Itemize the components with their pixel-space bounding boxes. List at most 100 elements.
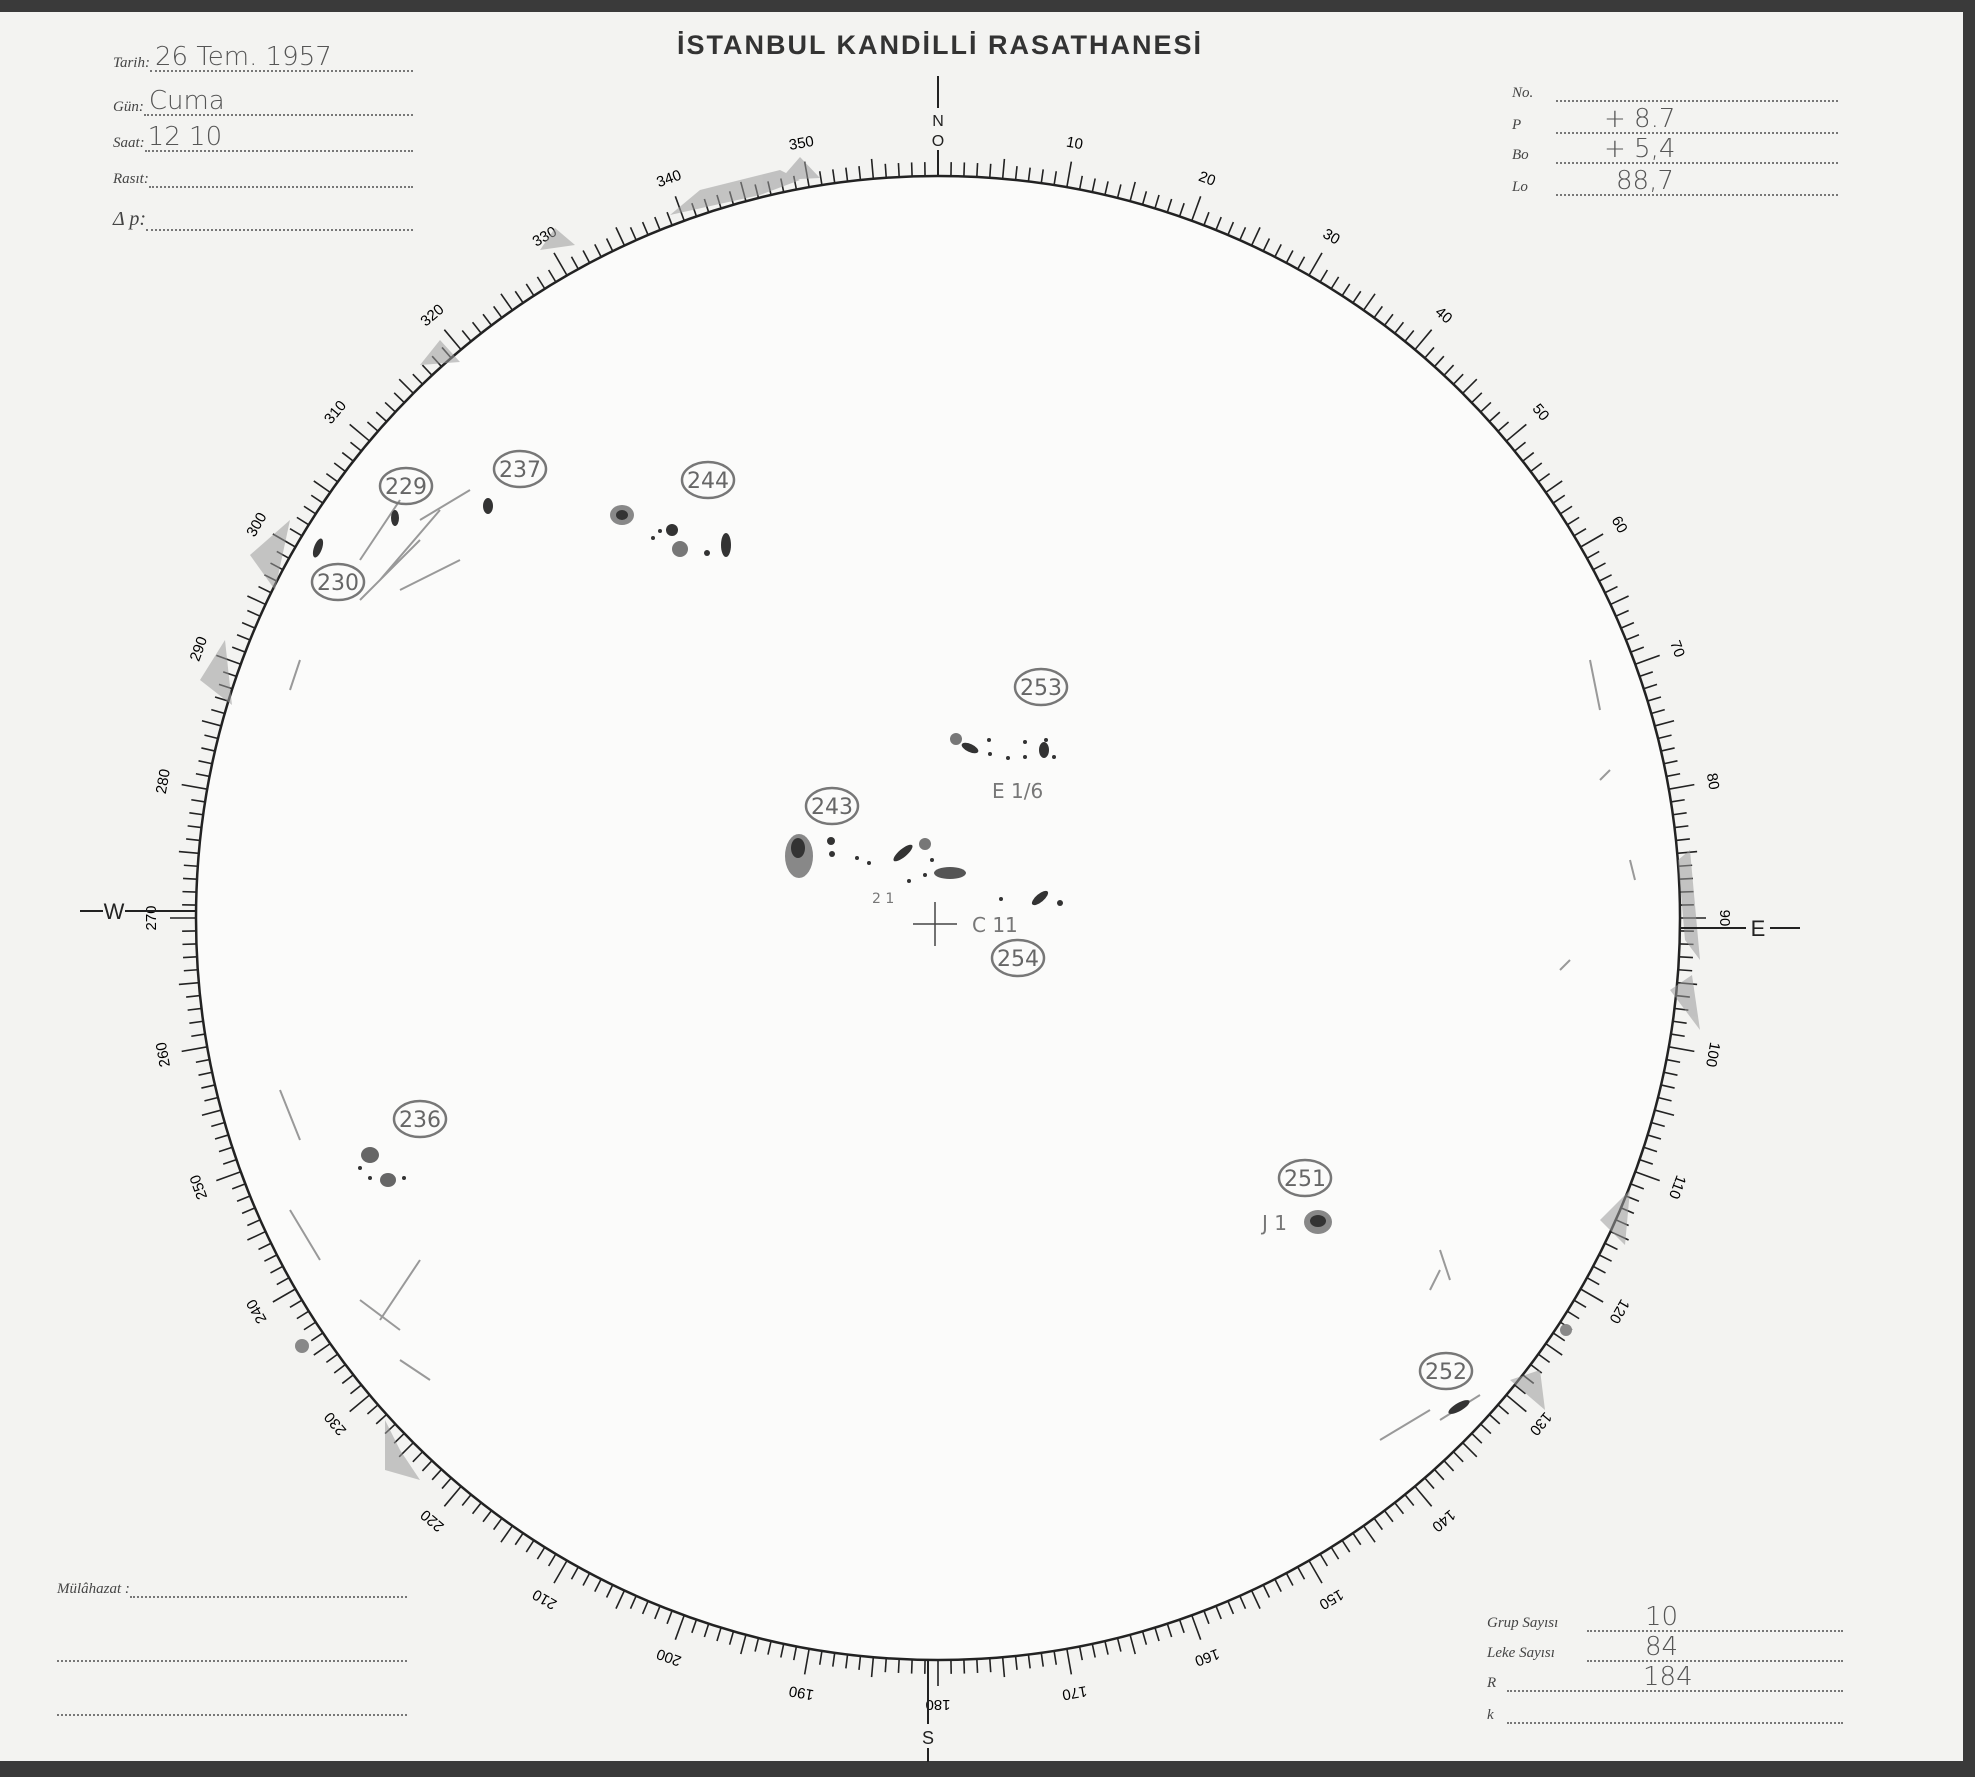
group-number-circle [310,562,366,602]
east-label-bg [1746,912,1770,940]
field-leke-sayisi: Leke Sayısı 84 [1487,1632,1843,1662]
limb-scale-label: 200 [654,1645,683,1670]
limb-tick [325,1353,339,1364]
limb-tick [231,1183,246,1190]
limb-tick [1462,1442,1478,1458]
sunspot [1057,900,1063,906]
field-no: No. [1512,82,1838,102]
limb-tick [247,1219,261,1227]
west-label-bg [103,896,125,920]
limb-tick [897,162,900,178]
limb-tick [384,401,396,413]
limb-tick [1663,760,1678,765]
limb-tick [1053,1650,1058,1665]
limb-tick [204,734,219,740]
limb-tick [421,364,433,376]
label: Gün: [113,99,144,115]
limb-marker [1560,1324,1572,1336]
limb-tick [313,1342,331,1356]
limb-tick [1014,1655,1018,1670]
limb-tick [1651,708,1665,715]
faculae [200,157,1700,1480]
limb-tick [818,171,823,186]
limb-tick [1078,1646,1084,1661]
limb-tick [1091,1643,1096,1658]
limb-tick [1297,256,1306,270]
limb-tick [1078,175,1084,190]
mulahazat-line-3 [57,1696,407,1716]
limb-tick [1654,720,1675,727]
limb-scale-label: 110 [1665,1173,1689,1201]
limb-tick [1178,202,1185,217]
limb-tick [1066,161,1073,188]
limb-tick [976,162,979,178]
group-number-236: 236 [399,1108,441,1133]
limb-tick [201,720,222,727]
limb-tick [1341,1539,1351,1553]
limb-tick [191,1033,206,1038]
south-label: S [922,1728,934,1748]
east-label: E [1751,916,1766,941]
limb-tick [1598,1254,1612,1262]
solar-disk [194,174,1682,1662]
sunspot [483,498,493,514]
group-number-circle [680,460,736,500]
limb-tick [1666,772,1681,778]
limb-tick [1471,1432,1483,1444]
limb-tick [514,290,524,304]
limb-tick [1394,1502,1405,1515]
label: Leke Sayısı [1487,1645,1555,1661]
limb-tick [421,1460,433,1472]
limb-tick [1497,1404,1510,1415]
limb-tick [186,838,201,842]
limb-tick [1443,1460,1455,1472]
limb-scale-label: 80 [1703,772,1723,791]
field-gun: Gün: Cuma [113,86,413,116]
limb-tick [1666,1058,1681,1064]
limb-tick [201,747,216,752]
sunspot [999,897,1003,901]
limb-tick [976,1658,979,1674]
limb-tick [1545,1342,1563,1356]
limb-tick [1615,609,1629,617]
limb-tick [1625,634,1640,641]
limb-scale-label: 100 [1702,1041,1723,1069]
limb-tick [198,1071,213,1076]
limb-tick [1001,1657,1006,1678]
limb-tick [1239,227,1247,241]
gun-value: Cuma [148,86,225,116]
limb-tick [1452,373,1464,385]
limb-tick [884,1658,888,1673]
limb-tick [1352,1532,1362,1546]
limb-tick [1654,1109,1675,1116]
limb-tick [1668,1046,1695,1053]
limb-tick [1227,1600,1235,1615]
limb-tick [393,1432,405,1444]
limb-scale: 10 20 30 40 50 60 70 80 90 100 110 120 130 140 150 160 1… [143,133,1733,1713]
limb-tick [1116,184,1122,199]
limb-tick [181,783,208,790]
limb-tick [792,1646,798,1661]
limb-tick [1604,585,1618,594]
sunspot [934,867,966,879]
field-r: R 184 [1487,1662,1843,1692]
limb-tick [1497,421,1510,432]
limb-tick [1604,1242,1618,1251]
limb-scale-label: 230 [321,1409,350,1439]
limb-tick [1651,1121,1665,1128]
north-label-bg [930,108,946,150]
limb-tick [1668,783,1695,790]
label: R [1487,1675,1497,1691]
sunspot [907,879,911,883]
limb-tick [547,1553,557,1567]
limb-scale-label: 280 [153,768,174,796]
page-title: İSTANBUL KANDİLLİ RASATHANESİ [677,30,1203,60]
limb-tick [471,1502,482,1515]
limb-tick [845,1654,849,1669]
limb-tick [349,1384,362,1395]
limb-tick [398,378,414,394]
limb-tick [1319,1553,1329,1567]
limb-tick [1573,1299,1587,1309]
limb-scale-label: 40 [1432,304,1456,328]
group-number-circle [392,1099,448,1139]
